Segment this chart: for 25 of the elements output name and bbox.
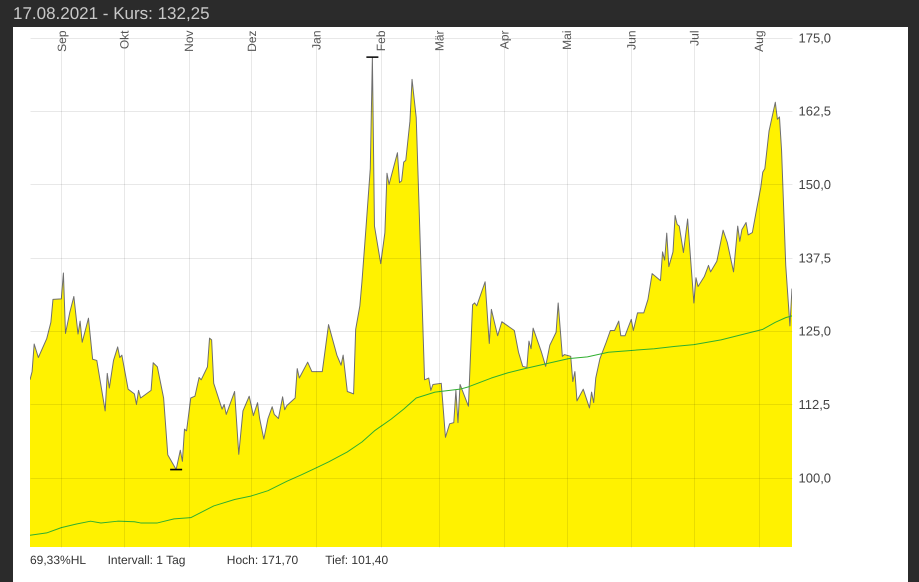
- line-series: [30, 315, 792, 536]
- chart-title: 17.08.2021 - Kurs: 132,25: [13, 4, 210, 23]
- text: Tief: 101,40: [325, 553, 388, 567]
- y-tick-label: 175,0: [798, 30, 832, 46]
- x-tick-label: Okt: [117, 30, 132, 50]
- x-tick-label: Jun: [624, 30, 639, 50]
- y-tick-label: 100,0: [798, 470, 832, 486]
- text: Hoch: 171,70: [226, 553, 299, 567]
- text: 69,33%HL: [30, 553, 86, 567]
- y-tick-label: 137,5: [798, 250, 832, 266]
- x-tick-label: Jul: [687, 30, 702, 46]
- x-tick-label: Apr: [497, 30, 512, 50]
- x-tick-label: Mär: [432, 30, 447, 52]
- x-tick-label: Sep: [54, 30, 69, 52]
- y-tick-label: 125,0: [798, 324, 832, 339]
- y-tick-label: 112,5: [798, 396, 830, 412]
- text: Intervall: 1 Tag: [108, 553, 186, 567]
- x-tick-label: Dez: [244, 30, 259, 52]
- y-tick-label: 150,0: [798, 176, 832, 192]
- x-tick-label: Mai: [560, 30, 574, 50]
- x-tick-label: Nov: [182, 30, 196, 52]
- x-tick-label: Jan: [310, 30, 324, 50]
- x-tick-label: Feb: [374, 30, 388, 52]
- y-tick-label: 162,5: [798, 104, 832, 119]
- x-tick-label: Aug: [752, 30, 766, 52]
